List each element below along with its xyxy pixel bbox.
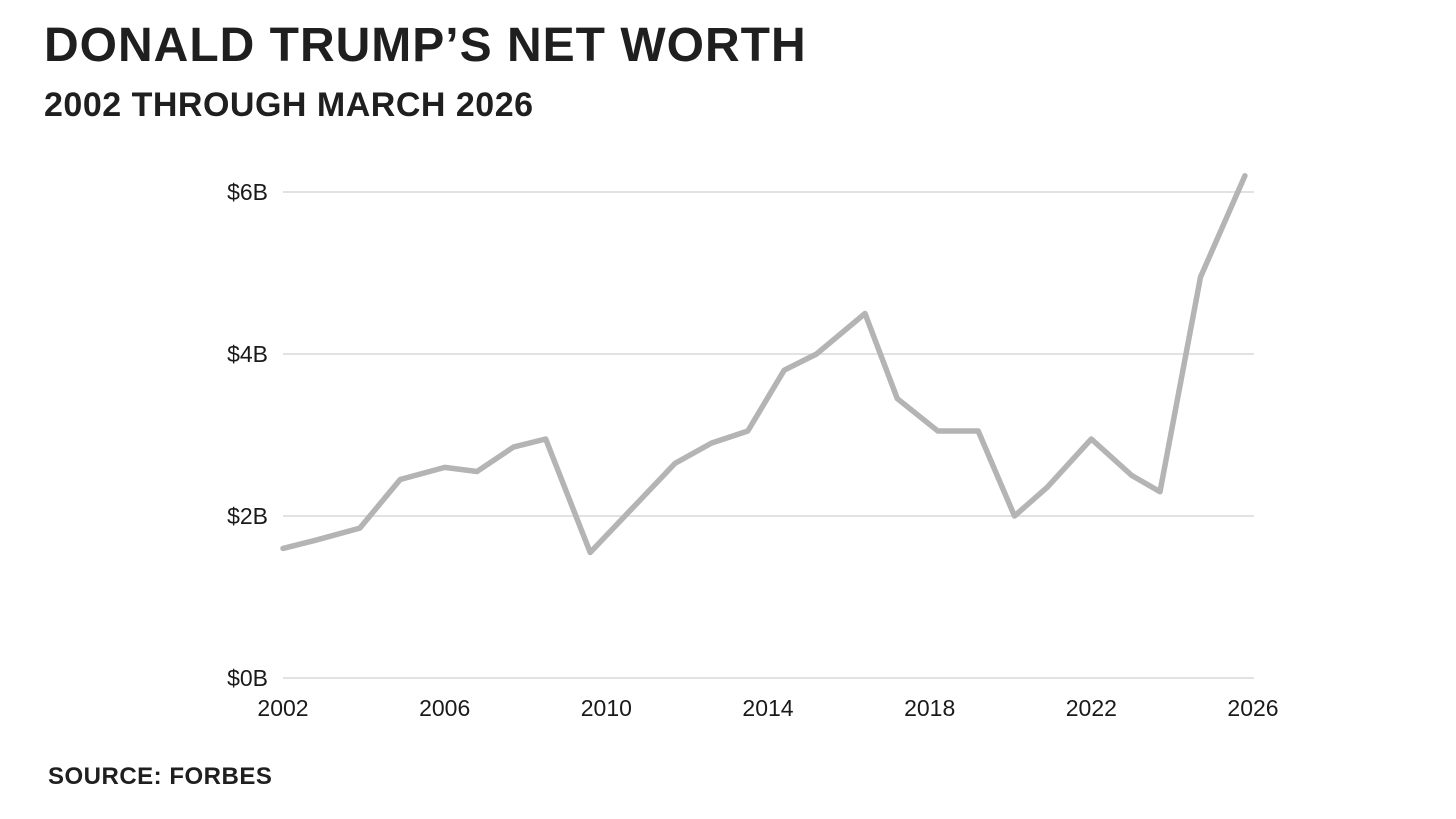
x-axis-tick-label: 2022 bbox=[1066, 695, 1117, 721]
x-axis-tick-label: 2018 bbox=[904, 695, 955, 721]
net-worth-series-line bbox=[280, 173, 1248, 556]
x-axis-tick-label: 2010 bbox=[581, 695, 632, 721]
y-axis-tick-label: $4B bbox=[227, 341, 268, 367]
y-axis-tick-label: $0B bbox=[227, 665, 268, 691]
source-note: SOURCE: FORBES bbox=[48, 763, 273, 790]
chart-subtitle: 2002 THROUGH MARCH 2026 bbox=[44, 86, 534, 124]
y-axis-tick-label: $2B bbox=[227, 503, 268, 529]
x-axis-tick-label: 2006 bbox=[419, 695, 470, 721]
y-axis-tick-label: $6B bbox=[227, 179, 268, 205]
chart-title: DONALD TRUMP’S NET WORTH bbox=[44, 19, 807, 72]
x-axis-tick-label: 2002 bbox=[257, 695, 308, 721]
x-axis-tick-label: 2014 bbox=[742, 695, 793, 721]
x-axis-tick-label: 2026 bbox=[1227, 695, 1278, 721]
